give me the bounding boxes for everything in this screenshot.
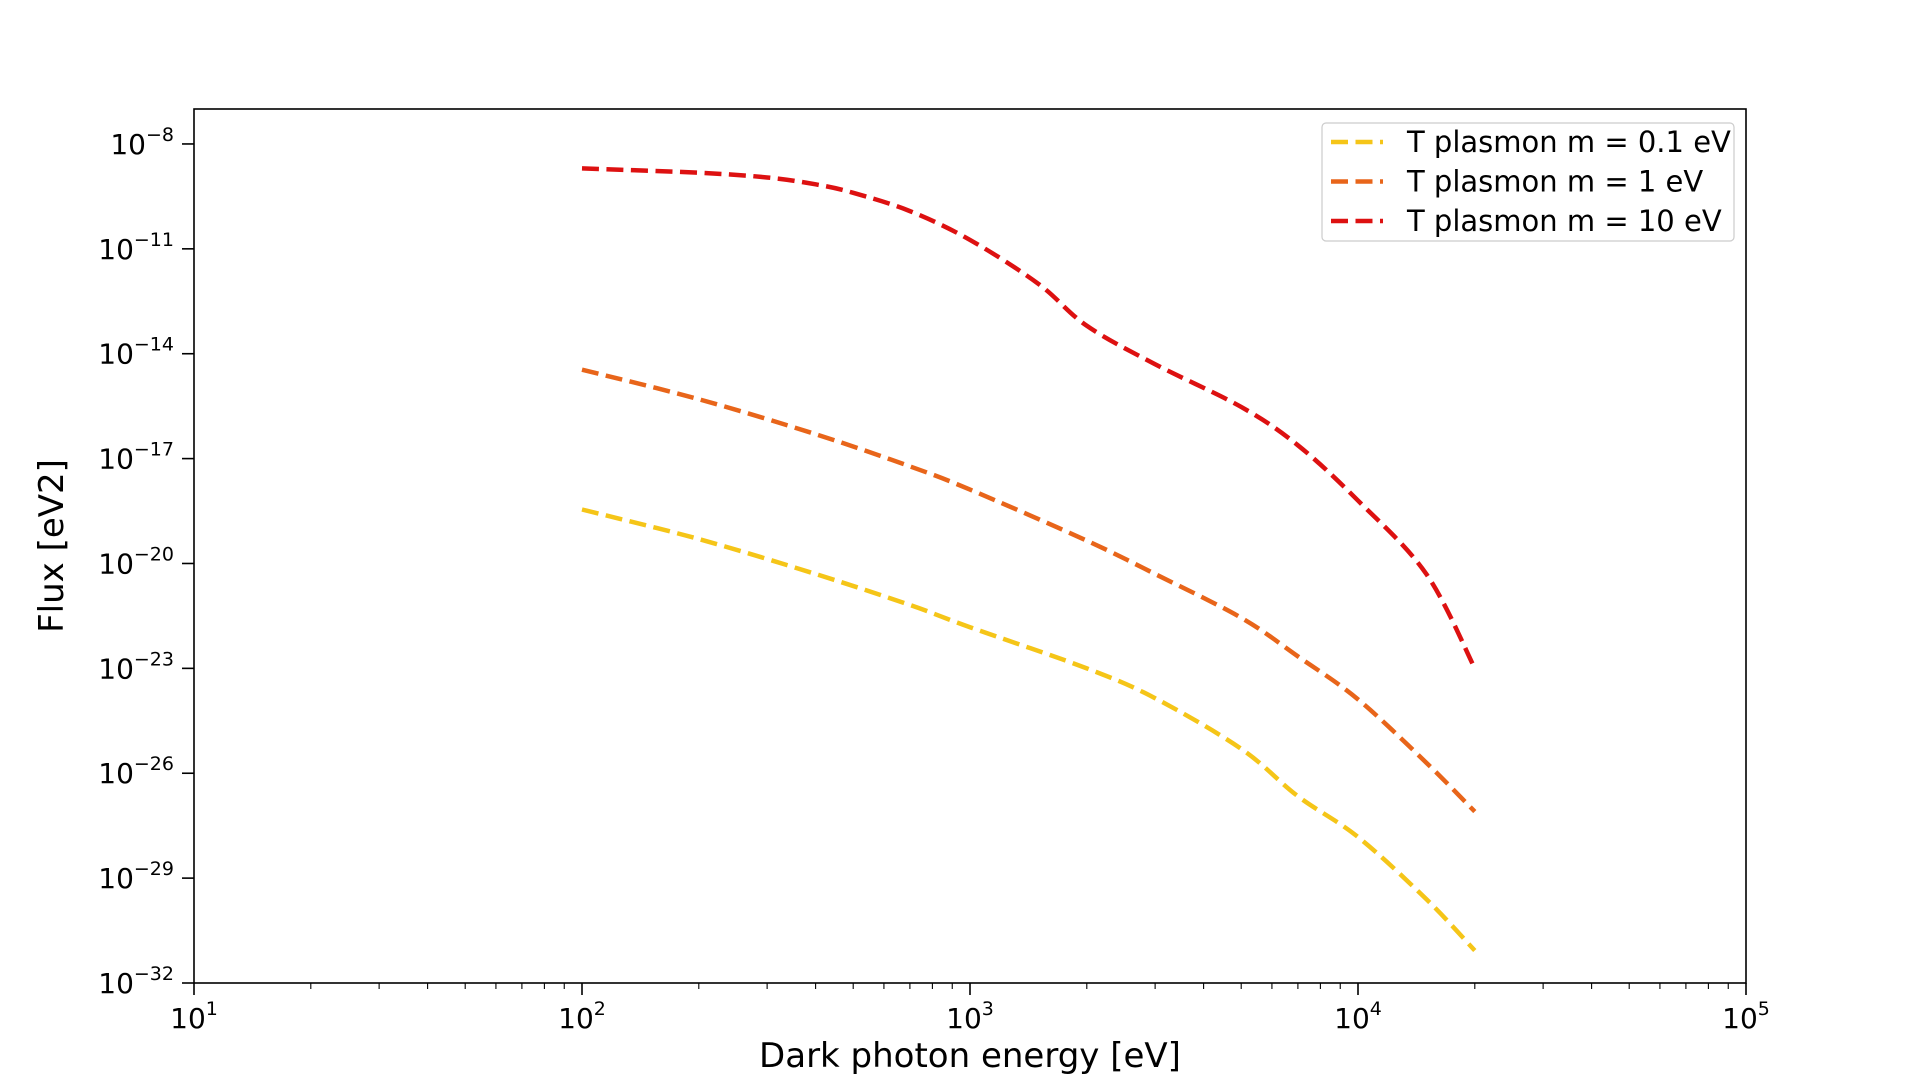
y-tick-label: 10−8 [110, 124, 174, 161]
series-line-3 [581, 166, 1477, 670]
x-tick-label: 103 [946, 998, 994, 1035]
series-layer [581, 166, 1477, 953]
y-tick-label: 10−26 [98, 753, 174, 790]
y-tick-label: 10−17 [98, 439, 174, 476]
y-tick-label: 10−20 [98, 543, 174, 580]
axis-ticks [182, 143, 1747, 995]
y-tick-label: 10−23 [98, 648, 174, 685]
legend-label: T plasmon m = 1 eV [1406, 165, 1703, 199]
legend-label: T plasmon m = 10 eV [1406, 204, 1722, 238]
y-tick-label: 10−14 [98, 334, 174, 371]
axis-tick-labels: 101 102 103 104 105 10−8 10−11 10−14 10−17 10−20 1… [98, 124, 1770, 1035]
series-line-2 [581, 367, 1477, 814]
x-tick-label: 105 [1722, 998, 1770, 1035]
y-tick-label: 10−32 [98, 963, 174, 1000]
x-tick-label: 104 [1334, 998, 1382, 1035]
y-tick-label: 10−11 [98, 229, 174, 266]
legend-box [1321, 122, 1735, 242]
x-tick-label: 101 [170, 998, 218, 1035]
legend-label: T plasmon m = 0.1 eV [1406, 125, 1731, 159]
legend-entries: T plasmon m = 0.1 eV T plasmon m = 1 eV T … [1331, 125, 1731, 238]
x-tick-label: 102 [558, 998, 606, 1035]
y-axis-title: Flux [eV2] [32, 459, 72, 633]
legend-entry: T plasmon m = 10 eV [1331, 204, 1722, 238]
legend: T plasmon m = 0.1 eV T plasmon m = 1 eV T … [1321, 122, 1735, 242]
legend-entry: T plasmon m = 1 eV [1331, 165, 1703, 199]
series-line-1 [581, 507, 1477, 953]
y-tick-label: 10−29 [98, 858, 174, 895]
x-axis-title: Dark photon energy [eV] [759, 1036, 1181, 1076]
legend-entry: T plasmon m = 0.1 eV [1331, 125, 1731, 159]
